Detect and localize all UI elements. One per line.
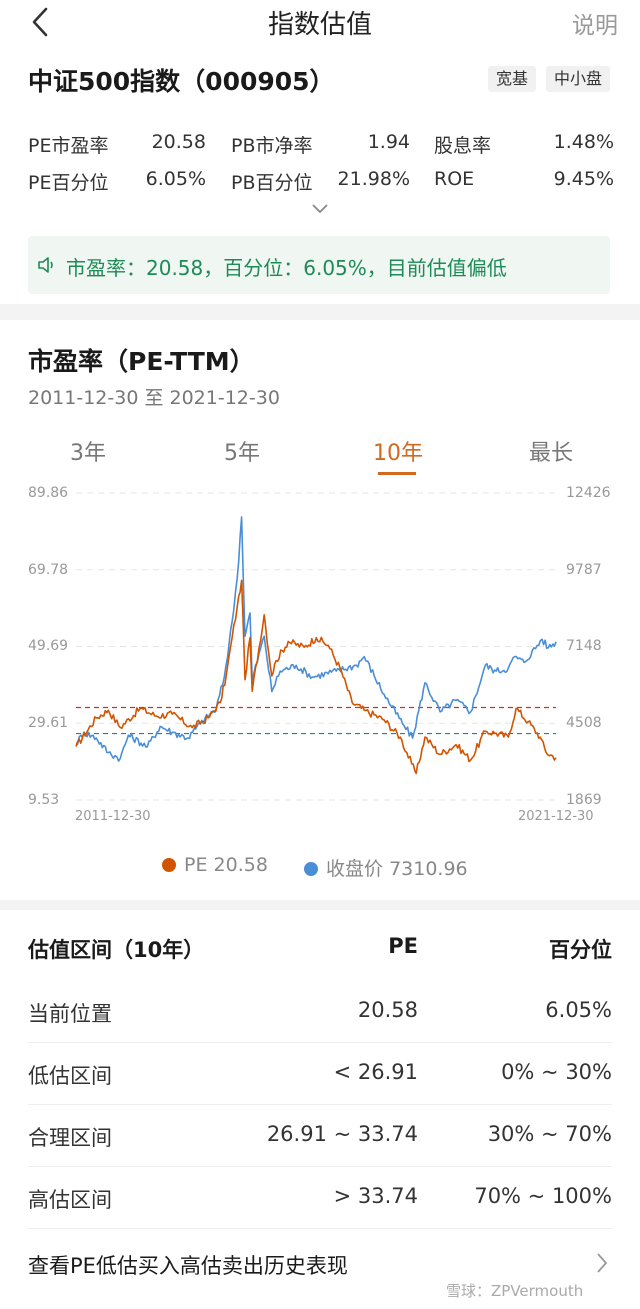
row-low-pe: < 26.91 [333,1060,418,1084]
section-divider [0,304,640,320]
row-divider [28,1104,612,1105]
top-nav-bar: 指数估值 说明 [0,0,640,44]
pb-label: PB市净率 [231,135,313,157]
row-current-pe: 20.58 [357,998,418,1022]
row-high-label: 高估区间 [28,1188,112,1212]
y-right-tick: 4508 [566,715,602,731]
pe-price-line-chart[interactable] [0,480,640,820]
roe-value: 9.45% [553,168,614,190]
dividend-yield-value: 1.48% [553,131,614,153]
tab-5-years[interactable]: 5年 [224,441,260,466]
legend-close-price: 收盘价 7310.96 [304,854,468,881]
watermark: 雪球：ZPVermouth [446,1282,584,1300]
y-left-tick: 29.61 [28,715,69,731]
pb-percentile-value: 21.98% [337,168,410,190]
tab-longest[interactable]: 最长 [529,441,574,466]
legend-pe-value: 20.58 [213,854,268,876]
y-left-tick: 49.69 [28,638,69,654]
table-header-range: 估值区间（10年） [28,938,205,962]
pe-value: 20.58 [151,131,206,153]
y-left-tick: 9.53 [28,792,60,808]
back-arrow-icon[interactable] [26,4,56,40]
chevron-down-icon[interactable] [310,202,330,216]
pe-percentile-label: PE百分位 [28,172,109,194]
y-right-tick: 1869 [566,792,602,808]
y-right-tick: 9787 [566,562,602,578]
pb-percentile-label: PB百分位 [231,172,313,194]
table-header-pe: PE [388,934,418,958]
close-price-series-line [75,516,557,762]
legend-close-value: 7310.96 [389,858,468,880]
y-right-tick: 12426 [566,485,611,501]
row-low-percentile: 0% ~ 30% [501,1060,612,1084]
table-header-percentile: 百分位 [549,938,612,962]
roe-label: ROE [434,168,475,190]
active-tab-indicator [378,472,416,475]
speaker-icon [38,257,53,273]
y-left-tick: 89.86 [28,485,69,501]
legend-close-dot [304,862,318,876]
row-current-label: 当前位置 [28,1002,112,1026]
page-title: 指数估值 [267,10,372,40]
chevron-right-icon[interactable] [596,1252,608,1274]
row-fair-label: 合理区间 [28,1126,112,1150]
row-divider [28,1042,612,1043]
row-fair-pe: 26.91 ~ 33.74 [266,1122,418,1146]
tag-broad-based: 宽基 [488,66,537,92]
index-name: 中证500指数（000905） [28,67,335,96]
row-high-pe: > 33.74 [333,1184,418,1208]
row-high-percentile: 70% ~ 100% [474,1184,612,1208]
pe-percentile-value: 6.05% [145,168,206,190]
row-divider [28,1166,612,1167]
legend-pe: PE 20.58 [162,854,268,876]
valuation-tip-banner: 市盈率：20.58，百分位：6.05%，目前估值偏低 [28,236,610,294]
dividend-yield-label: 股息率 [434,135,492,157]
row-low-label: 低估区间 [28,1064,112,1088]
x-start-tick: 2011-12-30 [75,809,151,824]
chart-title: 市盈率（PE-TTM） [28,347,255,376]
legend-pe-dot [162,858,176,872]
pb-value: 1.94 [367,131,410,153]
chart-date-range: 2011-12-30 至 2021-12-30 [28,387,280,409]
legend-pe-name: PE [184,854,208,876]
pe-series-line [75,579,557,775]
row-divider [28,1228,612,1229]
row-current-percentile: 6.05% [545,998,612,1022]
y-right-tick: 7148 [566,638,602,654]
x-end-tick: 2021-12-30 [518,809,594,824]
tab-10-years[interactable]: 10年 [373,441,423,466]
valuation-tip-text: 市盈率：20.58，百分位：6.05%，目前估值偏低 [66,256,507,280]
pe-label: PE市盈率 [28,135,109,157]
legend-close-name: 收盘价 [326,858,384,880]
tab-3-years[interactable]: 3年 [70,441,106,466]
tag-small-mid-cap: 中小盘 [546,66,611,92]
y-left-tick: 69.78 [28,562,69,578]
section-divider [0,900,640,910]
history-performance-link[interactable]: 查看PE低估买入高估卖出历史表现 [28,1254,348,1278]
explain-button[interactable]: 说明 [572,13,618,39]
row-fair-percentile: 30% ~ 70% [487,1122,612,1146]
